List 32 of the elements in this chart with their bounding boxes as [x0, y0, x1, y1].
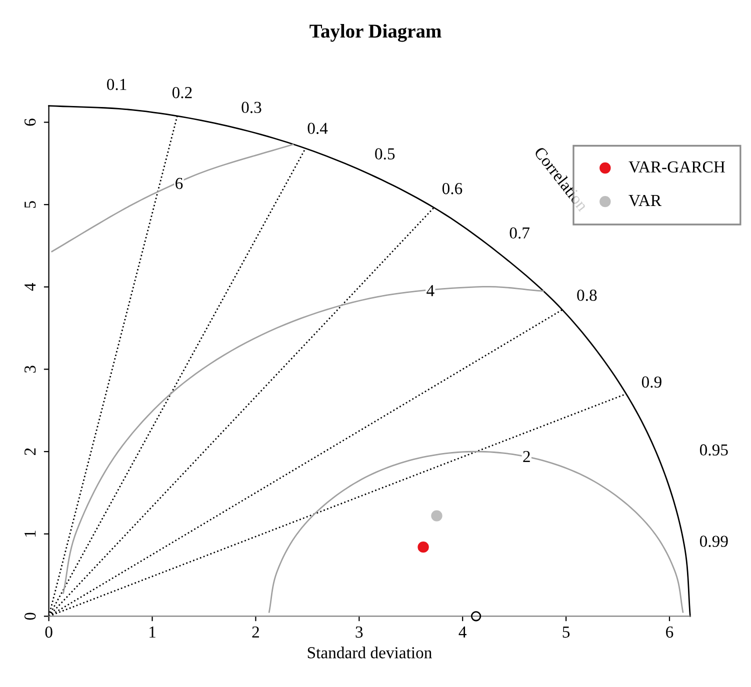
- y-tick-label: 5: [24, 201, 36, 208]
- x-tick-label: 1: [150, 626, 156, 638]
- annotation: 0.5: [375, 148, 395, 160]
- x-tick-label: 2: [252, 626, 259, 638]
- x-tick-label: 3: [356, 626, 363, 638]
- y-tick-label: 4: [24, 283, 36, 291]
- annotation: 0.6: [442, 182, 462, 194]
- y-tick-label: 2: [24, 448, 36, 456]
- annotation: 0.9: [642, 376, 662, 388]
- x-tick-label: 6: [666, 626, 674, 638]
- text: 0.95: [700, 444, 728, 456]
- chart-title: Taylor Diagram: [310, 24, 442, 42]
- annotation: 6: [176, 178, 183, 190]
- annotation: 0.8: [577, 290, 597, 301]
- legend-label: VAR: [628, 194, 662, 206]
- text: 0.99: [700, 536, 728, 547]
- y-tick-label: 6: [24, 118, 36, 126]
- x-tick-label: 4: [458, 626, 466, 638]
- annotation: 0.3: [242, 102, 262, 114]
- x-axis-title: Standard deviation: [308, 646, 432, 658]
- x-tick-label: 5: [562, 626, 570, 638]
- y-tick-label: 0: [24, 612, 36, 620]
- y-tick-label: 1: [24, 530, 36, 537]
- annotation: 0.7: [510, 227, 530, 239]
- annotation: 4: [426, 285, 434, 296]
- annotation: 2: [523, 450, 530, 462]
- annotation: 0.4: [308, 122, 328, 134]
- y-tick-label: 3: [24, 366, 36, 373]
- text: 0.1: [107, 78, 126, 90]
- x-tick-label: 0: [45, 626, 52, 638]
- legend-label: VAR-GARCH: [628, 161, 725, 173]
- text: 0.2: [172, 86, 192, 98]
